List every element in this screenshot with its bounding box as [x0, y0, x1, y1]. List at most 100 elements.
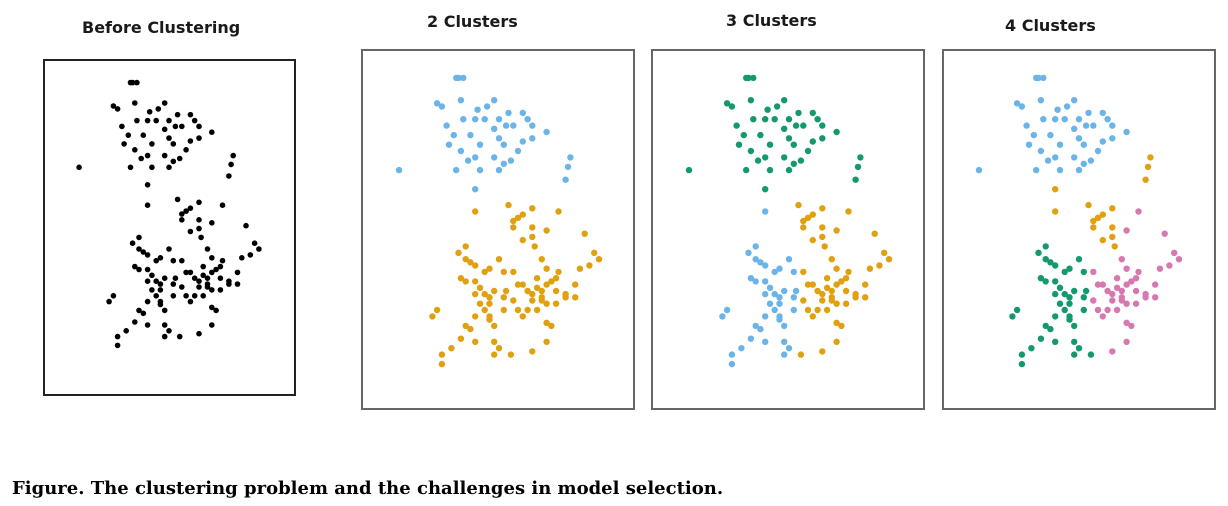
- scatter-point: [792, 287, 800, 295]
- scatter-point: [809, 313, 816, 320]
- scatter-point: [209, 287, 215, 293]
- scatter-point: [543, 300, 550, 307]
- scatter-point: [1135, 268, 1142, 276]
- scatter-point: [170, 293, 177, 299]
- scatter-point: [752, 243, 759, 250]
- scatter-point: [166, 135, 172, 141]
- scatter-point: [183, 293, 189, 299]
- scatter-point: [1037, 335, 1045, 342]
- scatter-point: [1094, 214, 1102, 221]
- scatter-point: [795, 109, 802, 117]
- scatter-point: [738, 345, 745, 352]
- panel-title-3-clusters: 3 Clusters: [726, 11, 817, 30]
- scatter-point: [1109, 290, 1116, 298]
- scatter-point: [519, 211, 526, 218]
- scatter-point: [852, 294, 859, 301]
- scatter-point: [785, 345, 793, 352]
- scatter-point: [191, 117, 198, 124]
- scatter-point: [1042, 322, 1049, 330]
- scatter-point: [1123, 338, 1130, 345]
- scatter-point: [1075, 116, 1083, 123]
- scatter-point: [1056, 166, 1064, 174]
- scatter-point: [467, 325, 474, 333]
- scatter-point: [183, 147, 189, 153]
- scatter-point: [491, 125, 498, 132]
- scatter-point: [1033, 74, 1040, 82]
- scatter-point: [828, 256, 835, 263]
- scatter-point: [1042, 278, 1049, 285]
- scatter-point: [1085, 109, 1092, 117]
- scatter-point: [519, 281, 526, 288]
- scatter-point: [1082, 122, 1090, 129]
- scatter-point: [529, 290, 536, 298]
- scatter-point: [1109, 233, 1116, 241]
- scatter-point: [728, 351, 736, 358]
- scatter-point: [495, 116, 503, 123]
- scatter-point: [243, 222, 249, 229]
- scatter-point: [833, 265, 840, 272]
- scatter-point: [161, 322, 168, 328]
- scatter-point: [555, 208, 562, 215]
- scatter-point: [153, 278, 159, 285]
- scatter-point: [110, 293, 117, 299]
- scatter-point: [226, 173, 232, 179]
- scatter-point: [543, 281, 550, 288]
- scatter-point: [1052, 154, 1059, 161]
- scatter-point: [166, 117, 172, 124]
- scatter-point: [752, 322, 759, 330]
- scatter-point: [256, 246, 262, 252]
- scatter-point: [1118, 256, 1126, 263]
- scatter-point: [1142, 294, 1149, 301]
- scatter-point: [1071, 97, 1078, 104]
- scatter-point: [773, 103, 781, 110]
- scatter-point: [140, 249, 147, 255]
- scatter-point: [543, 319, 550, 326]
- scatter-point: [505, 109, 512, 117]
- scatter-point: [1037, 97, 1045, 104]
- scatter-point: [187, 111, 194, 118]
- scatter-point: [762, 154, 769, 161]
- scatter-point: [1118, 287, 1126, 295]
- scatter-point: [179, 217, 185, 223]
- scatter-point: [757, 325, 764, 333]
- scatter-point: [743, 166, 750, 174]
- scatter-point: [1132, 287, 1140, 295]
- scatter-point: [833, 338, 840, 345]
- scatter-point: [132, 263, 138, 270]
- scatter-point: [136, 307, 142, 314]
- scatter-point: [1056, 141, 1064, 148]
- scatter-point: [1061, 290, 1068, 298]
- scatter-point: [1040, 116, 1047, 123]
- scatter-point: [740, 131, 747, 139]
- scatter-point: [187, 269, 194, 276]
- scatter-point: [472, 186, 479, 193]
- scatter-point: [123, 328, 129, 334]
- scatter-point: [166, 164, 172, 171]
- scatter-point: [1113, 284, 1121, 291]
- scatter-point: [752, 256, 759, 263]
- scatter-point: [500, 141, 507, 148]
- scatter-point: [762, 262, 769, 269]
- scatter-point: [797, 351, 805, 358]
- scatter-point: [495, 345, 503, 352]
- scatter-point: [1142, 176, 1149, 183]
- scatter-point: [750, 74, 757, 82]
- scatter-point: [595, 256, 603, 263]
- scatter-point: [529, 122, 536, 129]
- scatter-point: [1099, 281, 1107, 288]
- scatter-point: [809, 211, 816, 218]
- scatter-point: [1013, 100, 1021, 107]
- scatter-point: [1018, 351, 1026, 358]
- scatter-point: [776, 313, 783, 320]
- scatter-point: [529, 135, 536, 142]
- scatter-point: [1109, 348, 1116, 355]
- scatter-point: [472, 278, 479, 285]
- scatter-point: [200, 272, 206, 279]
- scatter-panel-4-clusters: [975, 74, 1183, 368]
- scatter-point: [170, 158, 177, 165]
- scatter-point: [170, 281, 177, 287]
- scatter-point: [519, 109, 526, 117]
- scatter-point: [771, 116, 778, 123]
- scatter-point: [862, 281, 869, 288]
- scatter-point: [871, 230, 878, 237]
